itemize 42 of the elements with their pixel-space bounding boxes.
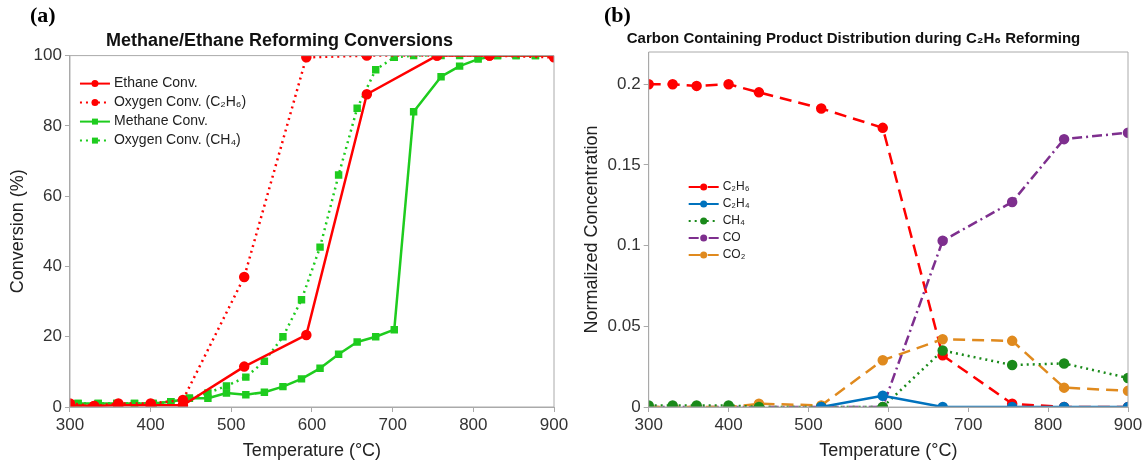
x-tick-label: 900 xyxy=(539,414,569,434)
text: (a) xyxy=(30,2,56,28)
x-tick-label: 700 xyxy=(954,414,983,434)
x-axis-title: Temperature (°C) xyxy=(819,440,958,461)
legend-label: CO xyxy=(722,230,741,245)
x-tick-label: 500 xyxy=(794,414,823,434)
legend-label: C₂H₆ xyxy=(722,179,750,194)
legend-label: CO₂ xyxy=(722,247,746,262)
legend-label: Oxygen Conv. (C₂H₆) xyxy=(113,93,247,110)
x-axis-title: Temperature (°C) xyxy=(242,440,382,461)
y-axis-title: Conversion (%) xyxy=(6,169,27,294)
chart-title: Carbon Containing Product Distribution during C₂H₆ Reforming xyxy=(626,29,1081,47)
x-tick-label: 900 xyxy=(1113,414,1143,434)
x-tick-label: 300 xyxy=(55,414,85,434)
y-tick-label: 20 xyxy=(43,326,62,346)
text: (b) xyxy=(604,2,631,28)
y-tick-label: 0 xyxy=(52,396,62,416)
x-tick-label: 700 xyxy=(378,414,407,434)
x-tick-label: 800 xyxy=(1033,414,1063,434)
y-tick-label: 60 xyxy=(43,185,62,205)
x-tick-label: 300 xyxy=(634,414,663,434)
legend-label: CH₄ xyxy=(722,213,746,228)
y-tick-label: 0.1 xyxy=(617,235,641,255)
x-tick-label: 600 xyxy=(297,414,327,434)
x-tick-label: 400 xyxy=(136,414,165,434)
y-tick-label: 80 xyxy=(43,115,62,135)
y-tick-label: 40 xyxy=(43,256,62,276)
y-tick-label: 100 xyxy=(33,45,62,65)
y-tick-label: 0.15 xyxy=(607,154,641,174)
legend-label: Methane Conv. xyxy=(113,112,208,129)
y-tick-label: 0.05 xyxy=(607,316,641,336)
legend-label: Ethane Conv. xyxy=(113,74,198,91)
legend-label: Oxygen Conv. (CH₄) xyxy=(113,131,241,148)
x-tick-label: 600 xyxy=(874,414,903,434)
y-tick-label: 0 xyxy=(631,396,641,416)
x-tick-label: 400 xyxy=(714,414,743,434)
y-tick-label: 0.2 xyxy=(617,73,641,93)
x-tick-label: 800 xyxy=(459,414,488,434)
y-axis-title: Normalized Concentration xyxy=(580,125,601,334)
x-tick-label: 500 xyxy=(217,414,246,434)
legend-label: C₂H₄ xyxy=(722,196,750,211)
chart-title: Methane/Ethane Reforming Conversions xyxy=(105,29,454,50)
